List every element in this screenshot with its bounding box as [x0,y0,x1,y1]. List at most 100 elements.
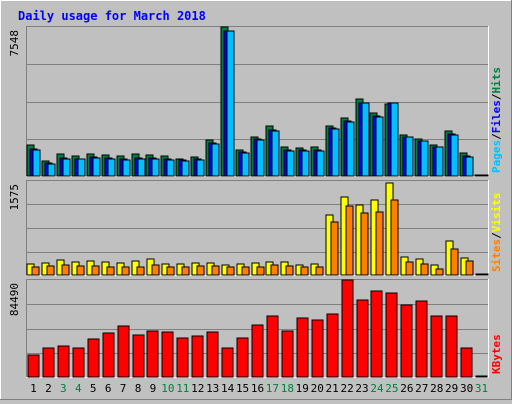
bar-pages-day-17 [271,130,280,177]
bar-sites-day-17 [270,264,279,276]
x-label-day-25: 25 [385,382,398,395]
bar-kbytes-day-14 [221,347,234,378]
bar-kbytes-day-26 [400,304,413,378]
bar-kbytes-day-2 [42,347,55,378]
bar-pages-day-12 [196,159,205,177]
x-label-day-16: 16 [251,382,264,395]
bar-kbytes-day-22 [341,279,354,378]
bar-pages-day-15 [241,152,250,177]
bar-sites-day-27 [420,263,429,276]
bar-kbytes-day-30 [460,347,473,378]
x-label-day-20: 20 [311,382,324,395]
bar-pages-day-14 [226,30,235,177]
x-label-day-19: 19 [296,382,309,395]
bar-kbytes-day-29 [445,315,458,378]
bar-kbytes-day-1 [27,354,40,378]
bar-pages-day-16 [256,139,265,177]
x-label-day-13: 13 [206,382,219,395]
bar-sites-day-29 [450,248,459,276]
legend-kbytes: KBytes [490,334,503,374]
legend-pages-files-hits: Pages/Files/Hits [490,67,503,173]
x-label-day-10: 10 [161,382,174,395]
bar-pages-day-10 [166,159,175,177]
bar-sites-day-15 [241,266,250,276]
bar-kbytes-day-7 [117,325,130,378]
bar-sites-day-25 [390,199,399,276]
svg-text:KBytes: KBytes [490,334,503,374]
bar-pages-day-26 [405,136,414,177]
bar-kbytes-day-17 [266,315,279,378]
x-label-day-17: 17 [266,382,279,395]
bar-pages-day-7 [122,159,131,177]
bar-kbytes-day-13 [206,331,219,378]
bar-pages-day-11 [181,160,190,177]
bar-kbytes-day-10 [161,331,174,378]
x-label-day-8: 8 [135,382,142,395]
bar-pages-day-13 [211,143,220,177]
bar-pages-day-3 [62,158,71,177]
x-label-day-15: 15 [236,382,249,395]
bar-kbytes-day-8 [132,334,145,378]
panel-pages-files-hits: 7548 Pages/Files/Hits [8,26,503,177]
bar-kbytes-day-25 [385,292,398,378]
bar-sites-day-2 [46,265,55,276]
bar-kbytes-day-19 [296,317,309,378]
bar-kbytes-day-18 [281,330,294,378]
bar-pages-day-24 [375,116,384,177]
bar-sites-day-26 [405,261,414,276]
bar-sites-day-8 [136,266,145,276]
x-label-day-7: 7 [120,382,127,395]
bar-pages-day-2 [47,163,56,177]
bar-kbytes-day-21 [326,313,339,378]
svg-text:Sites/Visits: Sites/Visits [490,193,503,273]
bar-pages-day-22 [346,121,355,177]
bar-sites-day-6 [106,266,115,276]
bar-pages-day-23 [361,102,370,177]
bar-pages-day-6 [107,158,116,177]
y-max-label: 1575 [8,184,21,211]
bar-kbytes-day-23 [356,299,369,378]
bar-pages-day-21 [331,128,340,177]
bar-kbytes-day-3 [57,345,70,378]
bar-pages-day-19 [301,150,310,177]
bar-pages-day-29 [450,134,459,177]
bar-sites-day-19 [300,266,309,276]
bar-kbytes-day-15 [236,337,249,378]
bar-pages-day-30 [465,156,474,177]
x-label-day-31: 31 [475,382,488,395]
x-label-day-5: 5 [90,382,97,395]
bar-sites-day-18 [285,265,294,276]
bar-sites-day-21 [330,221,339,276]
bar-kbytes-day-6 [102,332,115,378]
bar-kbytes-day-5 [87,338,100,378]
bar-pages-day-31 [480,174,489,177]
x-label-day-24: 24 [370,382,384,395]
bar-sites-day-7 [121,266,130,276]
x-label-day-27: 27 [415,382,428,395]
bar-pages-day-18 [286,150,295,177]
panel-sites-visits: 1575 Sites/Visits [8,180,503,276]
svg-text:Pages/Files/Hits: Pages/Files/Hits [490,67,503,173]
x-label-day-28: 28 [430,382,443,395]
bar-pages-day-28 [435,146,444,177]
y-max-label: 7548 [8,30,21,57]
bar-sites-day-13 [211,265,220,276]
x-label-day-9: 9 [150,382,157,395]
x-label-day-11: 11 [176,382,189,395]
bar-kbytes-day-24 [370,290,383,378]
bar-pages-day-25 [390,102,399,177]
bar-kbytes-day-9 [146,330,159,378]
bar-kbytes-day-12 [191,335,204,378]
bar-sites-day-10 [166,266,175,276]
y-max-label: 84490 [8,283,21,316]
panel-kbytes: 84490 KBytes [8,279,503,378]
bar-sites-day-5 [91,265,100,276]
bar-pages-day-27 [420,140,429,177]
bar-sites-day-4 [76,265,85,276]
x-label-day-4: 4 [75,382,82,395]
bar-kbytes-day-28 [430,315,443,378]
bar-kbytes-day-16 [251,324,264,378]
bar-sites-day-23 [360,212,369,276]
